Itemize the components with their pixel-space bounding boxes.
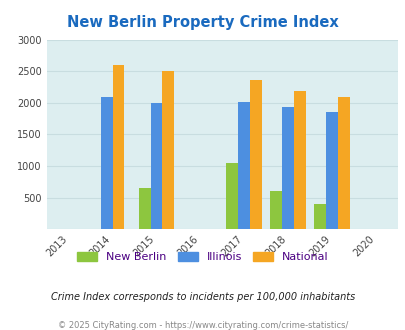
Bar	[325, 112, 337, 229]
Bar	[270, 191, 281, 229]
Bar	[112, 65, 124, 229]
Bar	[100, 97, 112, 229]
Bar	[139, 187, 150, 229]
Text: Crime Index corresponds to incidents per 100,000 inhabitants: Crime Index corresponds to incidents per…	[51, 292, 354, 302]
Bar	[162, 71, 174, 229]
Bar	[281, 107, 293, 229]
Bar	[226, 163, 238, 229]
Text: New Berlin Property Crime Index: New Berlin Property Crime Index	[67, 15, 338, 30]
Bar	[293, 91, 305, 229]
Bar	[337, 97, 349, 229]
Legend: New Berlin, Illinois, National: New Berlin, Illinois, National	[73, 248, 332, 267]
Bar	[238, 102, 249, 229]
Text: © 2025 CityRating.com - https://www.cityrating.com/crime-statistics/: © 2025 CityRating.com - https://www.city…	[58, 321, 347, 330]
Bar	[249, 80, 261, 229]
Bar	[313, 204, 325, 229]
Bar	[150, 103, 162, 229]
